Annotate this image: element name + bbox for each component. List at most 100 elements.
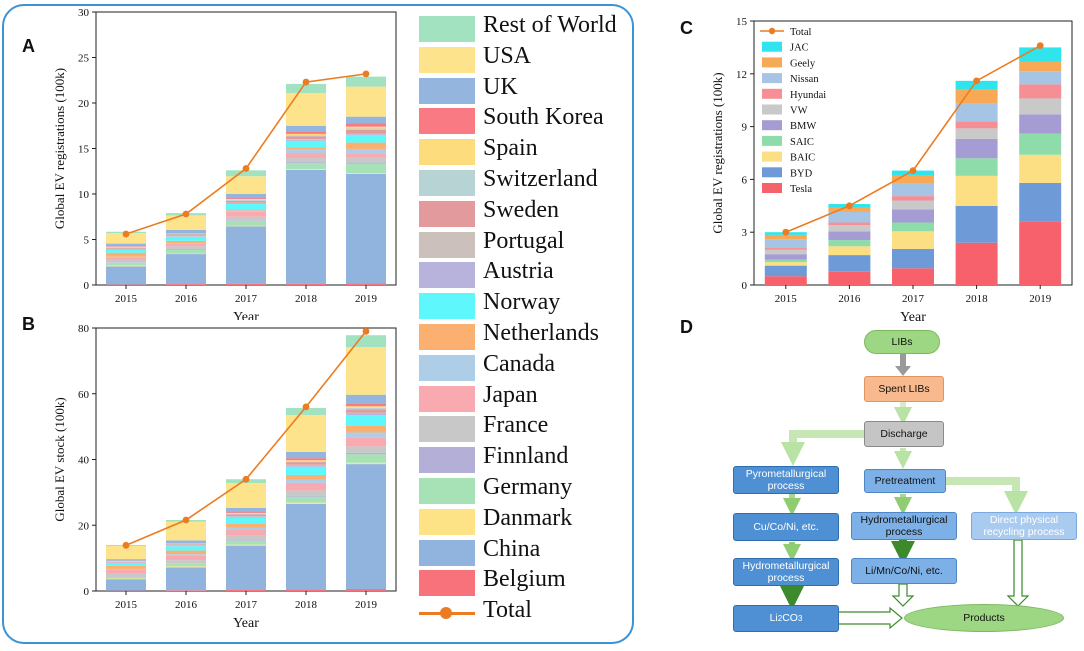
bar-segment-byd (955, 205, 998, 243)
bar-segment-tesla (828, 271, 871, 285)
legend-c-swatch-hyundai (762, 88, 782, 99)
arrow-discharge-pyro (781, 430, 866, 466)
bar-segment-canada (286, 479, 326, 483)
bar-segment-rest-of-world (346, 335, 386, 348)
legend-item: France (416, 412, 632, 443)
legend-label: UK (483, 73, 518, 100)
total-point (973, 77, 980, 85)
bar-segment-netherlands (346, 425, 386, 433)
legend-label: Canada (483, 350, 555, 377)
bar-segment-switzerland (346, 407, 386, 410)
legend-label: Switzerland (483, 166, 598, 192)
bar-segment-south-korea (226, 198, 266, 200)
bar-segment-canada (286, 149, 326, 154)
bar-segment-germany (106, 576, 146, 579)
legend-c-label-geely: Geely (790, 58, 816, 69)
y-tick-label: 40 (78, 455, 90, 467)
x-tick-label: 2016 (838, 293, 861, 305)
bar-segment-portugal (346, 412, 386, 414)
bar-segment-usa (106, 545, 146, 560)
bar-segment-bmw (1019, 114, 1062, 134)
x-tick-label: 2016 (175, 599, 198, 611)
legend-c-label-saic: SAIC (790, 137, 814, 148)
legend-c-swatch-tesla (762, 183, 782, 193)
x-tick-label: 2017 (235, 599, 258, 611)
bar-segment-sweden (286, 462, 326, 465)
bar-segment-danmark (166, 566, 206, 568)
legend-swatch (419, 478, 475, 504)
bar-segment-france (166, 246, 206, 250)
bar-segment-spain (346, 406, 386, 408)
y-tick-label: 15 (78, 144, 90, 156)
bar-segment-finnland (286, 495, 326, 497)
bar-segment-geely (764, 234, 807, 240)
legend-label: Portugal (483, 227, 565, 254)
bar-segment-japan (286, 482, 326, 491)
bar-segment-japan (286, 153, 326, 159)
bar-segment-germany (286, 496, 326, 503)
arrow-head-libs (895, 366, 911, 376)
legend-swatch (419, 108, 475, 135)
x-tick-label: 2018 (295, 293, 318, 305)
bar-segment-norway (226, 204, 266, 210)
x-tick-label: 2017 (235, 293, 258, 305)
bar-segment-norway (166, 236, 206, 241)
panel-label-b: B (22, 314, 35, 334)
legend-item: South Korea (416, 104, 632, 135)
bar-segment-netherlands (346, 142, 386, 149)
arrow-limnconi-products (891, 583, 915, 607)
bar-segment-china (226, 545, 266, 591)
legend-label: Sweden (483, 196, 559, 223)
y-tick-label: 9 (742, 122, 748, 134)
y-tick-label: 10 (78, 189, 90, 201)
y-tick-label: 0 (84, 586, 90, 598)
legend-label: France (483, 412, 549, 439)
legend-label: Finnland (483, 443, 569, 470)
flow-li-mn-co-ni: Li/Mn/Co/Ni, etc. (851, 558, 957, 584)
bar-segment-austria (346, 413, 386, 416)
bar-segment-china (166, 254, 206, 285)
bar-segment-netherlands (166, 550, 206, 555)
bar-segment-spain (226, 199, 266, 200)
x-tick-label: 2016 (175, 293, 198, 305)
legend-total-dot (440, 607, 452, 620)
chart-a-ev-registrations: 0 5 10 15 20 25 30 2015 2016 2017 2018 2019 Year Glob… (52, 8, 397, 320)
bar-segment-netherlands (106, 252, 146, 257)
bar-segment-belgium (346, 283, 386, 285)
bar-segment-byd (1019, 182, 1062, 222)
legend-swatch (419, 324, 475, 350)
bar-segment-usa (226, 483, 266, 508)
chart-b-ev-stock: 0 20 40 60 80 2015 2016 2017 2018 2019 Year Global … (52, 323, 397, 631)
x-tick-label: 2017 (902, 293, 925, 305)
bar-segment-uk (226, 194, 266, 199)
legend-c-swatch-vw (762, 104, 782, 115)
x-axis-title: Year (233, 310, 259, 320)
bar-segment-danmark (346, 462, 386, 465)
bar-segment-china (106, 266, 146, 285)
bar-segment-sweden (166, 234, 206, 236)
bar-segment-south-korea (286, 131, 326, 134)
bar-segment-belgium (226, 283, 266, 285)
flow-direct-physical: Direct physical recycling process (971, 512, 1077, 540)
bar-segment-geely (1019, 61, 1062, 72)
legend-c-label-byd: BYD (790, 168, 813, 179)
legend-item: Finnland (416, 443, 632, 474)
bar-segment-canada (346, 148, 386, 154)
bar-segment-hyundai (892, 196, 934, 201)
x-tick-label: 2018 (295, 599, 318, 611)
panel-label-d: D (680, 317, 693, 337)
bar-segment-uk (286, 451, 326, 459)
bar-segment-geely (892, 175, 934, 184)
legend-c-swatch-byd (762, 167, 782, 178)
bar-segment-france (106, 259, 146, 263)
legend-item: Belgium (416, 566, 632, 597)
bar-segment-switzerland (286, 135, 326, 137)
legend-c-label-hyundai: Hyundai (790, 90, 826, 101)
bar-segment-rest-of-world (286, 407, 326, 416)
bar-segment-germany (226, 220, 266, 226)
legend-swatch (419, 77, 475, 104)
bar-segment-sweden (226, 514, 266, 517)
legend-swatch (419, 416, 475, 443)
y-axis-title: Global EV stock (100k) (52, 397, 67, 521)
total-point (302, 403, 310, 411)
